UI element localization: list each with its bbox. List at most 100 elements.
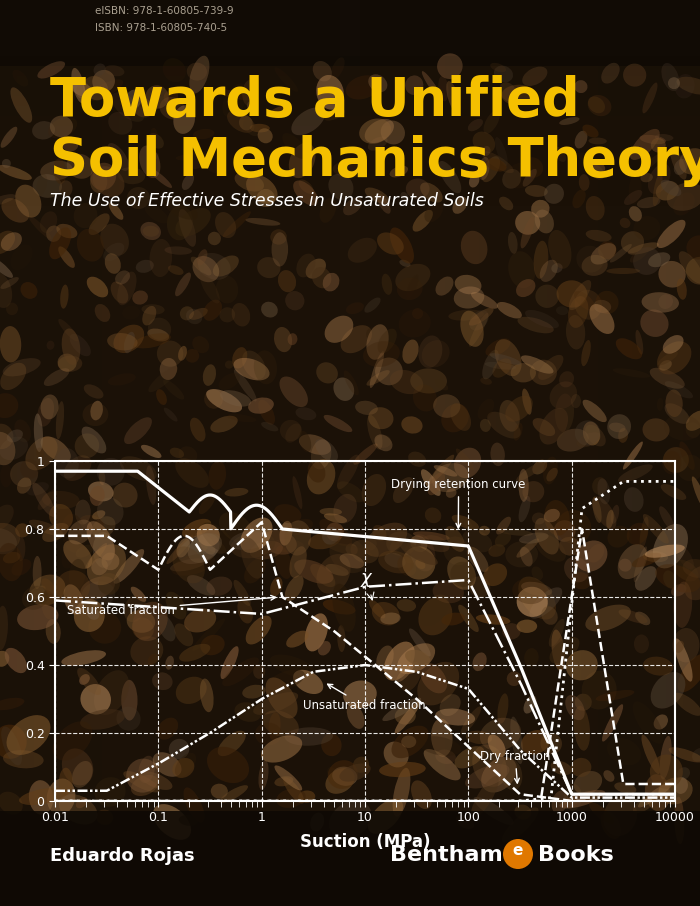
Ellipse shape <box>397 277 423 300</box>
Ellipse shape <box>586 196 605 220</box>
Ellipse shape <box>92 516 116 538</box>
Ellipse shape <box>184 609 216 632</box>
Ellipse shape <box>261 736 302 763</box>
Ellipse shape <box>603 770 615 782</box>
Ellipse shape <box>659 294 673 309</box>
Ellipse shape <box>168 265 183 275</box>
Ellipse shape <box>676 77 700 95</box>
Ellipse shape <box>55 570 90 603</box>
Ellipse shape <box>384 641 415 680</box>
Ellipse shape <box>97 497 124 525</box>
Ellipse shape <box>325 315 354 342</box>
Ellipse shape <box>499 400 520 431</box>
Bar <box>0 811 700 906</box>
Ellipse shape <box>564 556 589 583</box>
Ellipse shape <box>502 623 521 640</box>
Ellipse shape <box>331 57 344 79</box>
Ellipse shape <box>179 644 210 661</box>
Ellipse shape <box>406 275 419 299</box>
Ellipse shape <box>477 399 494 419</box>
Ellipse shape <box>643 514 668 544</box>
Ellipse shape <box>62 514 85 553</box>
Ellipse shape <box>661 484 686 500</box>
Ellipse shape <box>454 448 481 478</box>
Text: Eduardo Rojas: Eduardo Rojas <box>50 847 195 865</box>
Ellipse shape <box>675 543 694 570</box>
Ellipse shape <box>91 558 108 575</box>
Ellipse shape <box>98 573 120 595</box>
Ellipse shape <box>265 678 298 718</box>
Ellipse shape <box>620 217 631 228</box>
Ellipse shape <box>619 610 648 623</box>
Ellipse shape <box>370 352 384 388</box>
Ellipse shape <box>366 327 380 342</box>
Ellipse shape <box>274 327 292 352</box>
Ellipse shape <box>540 733 562 755</box>
Ellipse shape <box>458 604 479 632</box>
Ellipse shape <box>594 300 611 313</box>
Ellipse shape <box>62 541 79 569</box>
Bar <box>666 0 683 906</box>
Ellipse shape <box>164 408 178 421</box>
Ellipse shape <box>41 590 55 620</box>
Ellipse shape <box>535 518 559 554</box>
Ellipse shape <box>501 85 535 105</box>
Ellipse shape <box>574 80 587 93</box>
Ellipse shape <box>629 206 642 221</box>
Ellipse shape <box>441 403 469 432</box>
Ellipse shape <box>99 470 105 485</box>
Ellipse shape <box>172 758 195 778</box>
Ellipse shape <box>337 455 359 489</box>
Bar <box>85 0 102 906</box>
Ellipse shape <box>582 400 607 422</box>
Ellipse shape <box>486 338 510 356</box>
Bar <box>0 196 700 206</box>
Ellipse shape <box>573 189 586 208</box>
Ellipse shape <box>480 378 492 385</box>
Ellipse shape <box>218 373 240 390</box>
Ellipse shape <box>692 748 700 762</box>
Ellipse shape <box>250 124 270 132</box>
Ellipse shape <box>408 451 426 467</box>
Ellipse shape <box>507 671 522 686</box>
Ellipse shape <box>519 533 549 544</box>
Ellipse shape <box>482 156 500 182</box>
Ellipse shape <box>107 143 130 171</box>
Ellipse shape <box>134 333 171 349</box>
Ellipse shape <box>323 600 356 614</box>
Bar <box>513 0 530 906</box>
Ellipse shape <box>174 623 193 646</box>
Ellipse shape <box>591 243 616 265</box>
Bar <box>0 106 700 116</box>
Ellipse shape <box>258 129 273 143</box>
Ellipse shape <box>115 270 130 284</box>
Ellipse shape <box>583 421 600 446</box>
Ellipse shape <box>396 663 414 682</box>
Ellipse shape <box>150 239 172 277</box>
Ellipse shape <box>291 108 325 135</box>
Ellipse shape <box>32 121 55 140</box>
Ellipse shape <box>530 360 557 385</box>
Text: Towards a Unified: Towards a Unified <box>50 75 580 127</box>
Ellipse shape <box>0 424 13 449</box>
Ellipse shape <box>633 793 650 806</box>
Ellipse shape <box>636 330 643 354</box>
Ellipse shape <box>124 418 152 444</box>
Bar <box>547 0 564 906</box>
Ellipse shape <box>521 730 550 755</box>
Ellipse shape <box>148 318 172 340</box>
Ellipse shape <box>401 417 423 434</box>
Ellipse shape <box>623 441 643 469</box>
Ellipse shape <box>46 619 61 644</box>
Ellipse shape <box>0 698 25 710</box>
Ellipse shape <box>90 163 116 190</box>
Ellipse shape <box>153 805 191 840</box>
Ellipse shape <box>601 63 620 83</box>
Ellipse shape <box>41 394 59 419</box>
Ellipse shape <box>157 341 183 367</box>
Ellipse shape <box>582 124 598 138</box>
Ellipse shape <box>447 556 476 590</box>
Ellipse shape <box>0 543 23 581</box>
Ellipse shape <box>659 506 674 530</box>
Ellipse shape <box>324 514 347 523</box>
